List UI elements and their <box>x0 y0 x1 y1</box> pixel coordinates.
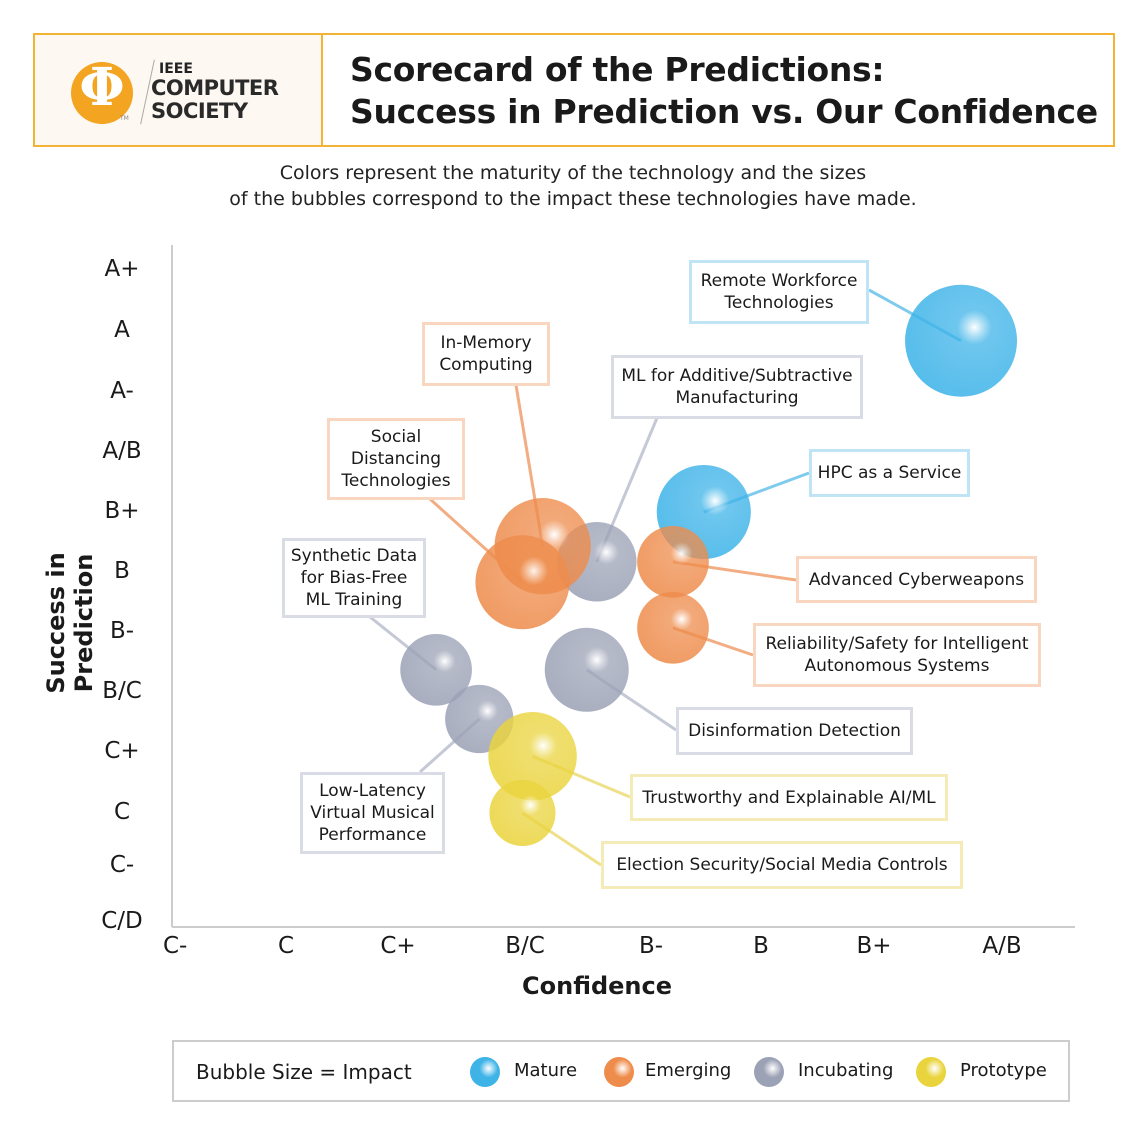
x-tick-label: C- <box>163 933 188 959</box>
y-tick-label: B/C <box>102 678 142 704</box>
bubble-label: ML for Additive/Subtractive Manufacturin… <box>611 355 863 419</box>
page-title: Scorecard of the Predictions: Success in… <box>350 50 1098 131</box>
x-tick-label: B/C <box>505 933 545 959</box>
legend: Bubble Size = Impact Mature Emerging Incub… <box>172 1040 1070 1102</box>
bubble-prototype <box>488 712 577 801</box>
y-tick-label: A+ <box>104 256 140 282</box>
x-tick-label: B+ <box>856 933 892 959</box>
y-tick-label: A- <box>110 378 134 404</box>
bubble-label: In-Memory Computing <box>422 322 550 386</box>
legend-prototype-bubble-icon <box>916 1057 946 1087</box>
bubble-label: Election Security/Social Media Controls <box>601 841 963 889</box>
y-tick-label: B <box>114 558 130 584</box>
x-axis-title: Confidence <box>522 972 673 1000</box>
legend-title: Bubble Size = Impact <box>196 1060 412 1084</box>
x-tick-label: B <box>753 933 769 959</box>
legend-item-prototype: Prototype <box>960 1060 1047 1081</box>
bubble-incubating <box>544 627 629 712</box>
bubble-label: Social Distancing Technologies <box>327 418 465 500</box>
y-tick-label: C <box>113 799 131 825</box>
logo-mark-icon <box>71 62 133 124</box>
bubble-mature <box>905 284 1018 397</box>
bubble-prototype <box>489 779 556 847</box>
bubble-label: Disinformation Detection <box>676 707 913 755</box>
x-tick-label: C+ <box>380 933 416 959</box>
bubble-label: Synthetic Data for Bias-Free ML Training <box>282 538 426 618</box>
legend-item-emerging: Emerging <box>645 1060 732 1081</box>
bubble-label: Advanced Cyberweapons <box>796 556 1037 603</box>
bubble-label: Remote Workforce Technologies <box>689 260 869 324</box>
bubble-label: Trustworthy and Explainable AI/ML <box>630 774 948 821</box>
logo: Φ TM IEEE COMPUTER SOCIETY <box>35 35 323 145</box>
x-tick-label: C <box>277 933 295 959</box>
logo-tm: TM <box>120 115 129 122</box>
subtitle: Colors represent the maturity of the tec… <box>229 162 917 210</box>
bubble-incubating <box>400 633 472 706</box>
legend-item-incubating: Incubating <box>798 1060 894 1081</box>
legend-incubating-bubble-icon <box>754 1057 784 1087</box>
y-tick-label: A <box>114 317 130 343</box>
x-tick-label: A/B <box>982 933 1022 959</box>
bubble-emerging <box>475 535 570 630</box>
y-tick-label: C- <box>109 852 135 878</box>
legend-item-mature: Mature <box>514 1060 578 1081</box>
logo-ieee: IEEE <box>159 61 193 77</box>
legend-emerging-bubble-icon <box>604 1057 634 1087</box>
logo-name: COMPUTER SOCIETY <box>151 76 279 123</box>
bubble-emerging <box>637 525 709 598</box>
y-tick-label: C+ <box>104 738 140 764</box>
bubble-label: Reliability/Safety for Intelligent Auton… <box>753 623 1041 687</box>
y-tick-label: B+ <box>104 498 140 524</box>
bubble-label: HPC as a Service <box>809 449 970 497</box>
y-tick-label: C/D <box>101 908 143 934</box>
bubble-emerging <box>637 591 709 664</box>
bubble-label: Low-Latency Virtual Musical Performance <box>300 772 445 854</box>
y-tick-label: A/B <box>102 438 142 464</box>
header: Φ TM IEEE COMPUTER SOCIETY Scorecard of … <box>33 33 1115 147</box>
y-tick-label: B- <box>109 618 135 644</box>
x-tick-label: B- <box>638 933 664 959</box>
legend-mature-bubble-icon <box>470 1057 500 1087</box>
phi-icon: Φ <box>79 57 125 118</box>
